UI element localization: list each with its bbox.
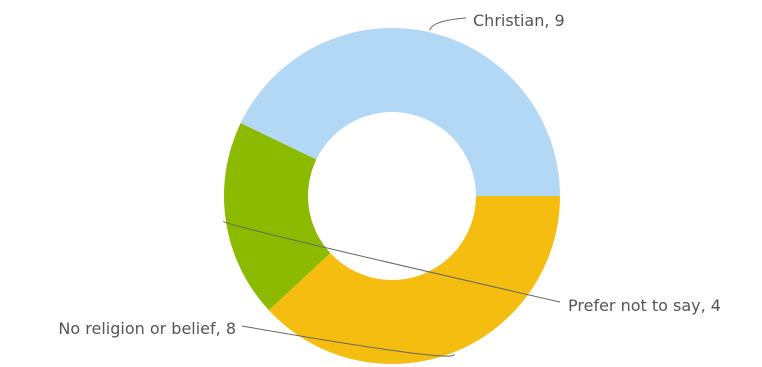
slice-label-prefer-not-to-say: Prefer not to say, 4 <box>568 296 721 315</box>
leader-lines <box>223 17 561 357</box>
slice-prefer-not-to-say[interactable] <box>224 123 331 311</box>
leader-line-no-religion-or-belief <box>241 325 455 357</box>
leader-line-christian <box>429 17 467 31</box>
donut-slices <box>224 27 560 365</box>
slice-label-no-religion: No religion or belief, 8 <box>58 319 236 338</box>
slice-christian[interactable] <box>240 27 560 196</box>
slice-no-religion-or-belief[interactable] <box>268 196 560 365</box>
leader-line-prefer-not-to-say <box>223 220 561 303</box>
slice-labels: Christian, 9 Prefer not to say, 4 No rel… <box>58 11 721 338</box>
slice-label-christian: Christian, 9 <box>473 11 565 30</box>
